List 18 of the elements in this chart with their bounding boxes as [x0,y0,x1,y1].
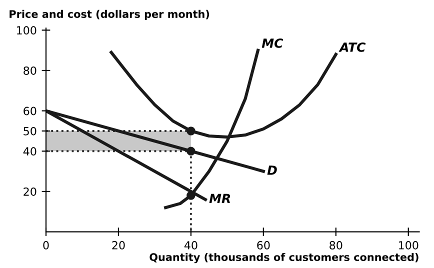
x-tick-label: 80 [330,241,342,250]
series-label: D [267,166,277,175]
x-tick-label: 0 [43,241,49,250]
y-tick-label: 100 [16,26,36,35]
x-axis-title: Quantity (thousands of customers connected) [150,252,418,264]
series-label: MR [209,194,230,204]
y-tick-label: 40 [23,147,36,156]
x-tick-label: 40 [184,241,198,250]
y-tick-label: 20 [24,187,36,196]
y-axis-title: Price and cost (dollars per month) [10,10,210,20]
x-tick-label: 60 [257,241,270,250]
y-tick-label: 80 [24,66,36,75]
y-tick-label: 50 [24,126,36,136]
series-label: ATC [338,42,366,52]
x-tick-label: 20 [112,241,125,250]
x-tick-label: 100 [398,241,418,250]
series-label: MC [262,38,284,48]
y-tick-label: 60 [24,106,36,116]
